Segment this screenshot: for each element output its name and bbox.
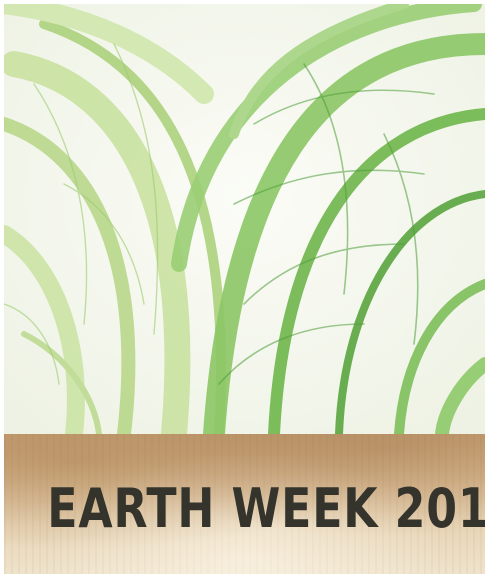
- green-fiber-paper-icon: [4, 4, 485, 434]
- title-banner: EARTH WEEK 2012: [4, 434, 485, 574]
- fiber-paper-artwork: [4, 4, 485, 434]
- poster-title: EARTH WEEK 2012: [47, 474, 441, 544]
